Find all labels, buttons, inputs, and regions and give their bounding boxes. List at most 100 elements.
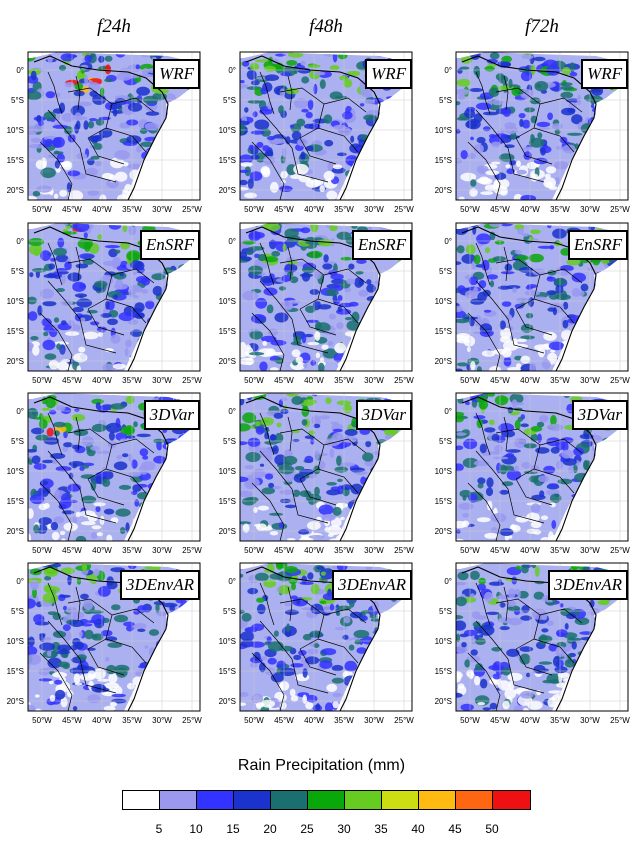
lon-tick-label: 30°W — [580, 376, 600, 385]
state-border — [75, 246, 81, 282]
state-border — [467, 482, 501, 542]
colorbar-label: 5 — [155, 822, 163, 836]
colorbar-label: 45 — [448, 822, 462, 836]
lon-tick-label: 30°W — [152, 376, 172, 385]
lat-tick-label: 10°S — [219, 297, 236, 306]
lon-tick-label: 50°W — [32, 546, 52, 555]
lon-tick-label: 25°W — [394, 376, 414, 385]
colorbar-swatch — [234, 791, 271, 809]
state-border — [105, 298, 147, 324]
lon-tick-label: 40°W — [92, 376, 112, 385]
lon-tick-label: 25°W — [610, 716, 630, 725]
state-border — [251, 482, 285, 542]
map-border — [27, 222, 201, 372]
lon-tick-label: 45°W — [62, 716, 82, 725]
lat-tick-label: 15°S — [435, 667, 452, 676]
map-border — [239, 562, 413, 712]
state-border — [47, 450, 117, 524]
lon-tick-label: 45°W — [62, 546, 82, 555]
lon-tick-label: 35°W — [550, 546, 570, 555]
lat-tick-label: 10°S — [435, 297, 452, 306]
state-border — [533, 468, 575, 494]
state-border — [105, 638, 147, 664]
lon-tick-label: 25°W — [182, 376, 202, 385]
lat-tick-label: 0° — [444, 577, 452, 586]
colorbar-label: 40 — [411, 822, 425, 836]
lat-tick-label: 10°S — [7, 126, 24, 135]
lon-tick-label: 50°W — [460, 205, 480, 214]
legend-title: Rain Precipitation (mm) — [237, 757, 406, 774]
lat-tick-label: 20°S — [7, 357, 24, 366]
state-border — [47, 412, 63, 456]
lon-tick-label: 45°W — [274, 376, 294, 385]
state-border — [87, 648, 125, 676]
state-border — [503, 246, 509, 282]
state-border — [323, 438, 367, 454]
lat-tick-label: 5°S — [11, 267, 24, 276]
state-border — [111, 268, 155, 284]
coastline — [461, 55, 597, 201]
lat-tick-label: 10°S — [219, 467, 236, 476]
state-border — [299, 478, 337, 506]
model-label: 3DEnvAR — [548, 570, 628, 600]
lon-tick-label: 30°W — [152, 205, 172, 214]
lon-tick-label: 35°W — [334, 546, 354, 555]
lat-tick-label: 20°S — [435, 357, 452, 366]
map-panel: 0° 5°S 10°S 15°S 20°S 50°W 45°W 40°W 35°W 30°W 25°… — [7, 222, 202, 385]
colorbar-swatch — [271, 791, 308, 809]
lon-tick-label: 45°W — [62, 376, 82, 385]
map-border — [455, 51, 629, 201]
state-border — [475, 71, 491, 115]
state-border — [503, 75, 509, 111]
lat-tick-label: 0° — [228, 237, 236, 246]
column-title: f24h — [97, 16, 131, 37]
lon-tick-label: 45°W — [490, 716, 510, 725]
colorbar-label: 50 — [485, 822, 499, 836]
lon-tick-label: 30°W — [364, 376, 384, 385]
lat-tick-label: 15°S — [7, 667, 24, 676]
map-panel: 0° 5°S 10°S 15°S 20°S 50°W 45°W 40°W 35°W 30°W 25°… — [435, 392, 630, 555]
lon-tick-label: 50°W — [244, 205, 264, 214]
state-border — [317, 298, 359, 324]
state-border — [39, 482, 73, 542]
state-border — [87, 137, 125, 165]
lon-tick-label: 25°W — [610, 546, 630, 555]
colorbar-label: 35 — [374, 822, 388, 836]
state-border — [47, 280, 117, 354]
lon-tick-label: 30°W — [152, 546, 172, 555]
lon-tick-label: 40°W — [304, 205, 324, 214]
lat-tick-label: 0° — [16, 237, 24, 246]
map-panel: 0° 5°S 10°S 15°S 20°S 50°W 45°W 40°W 35°W 30°W 25°… — [435, 51, 630, 214]
state-border — [467, 652, 501, 712]
lon-tick-label: 25°W — [182, 205, 202, 214]
model-label: EnSRF — [351, 230, 412, 260]
state-border — [87, 478, 125, 506]
lon-tick-label: 45°W — [274, 716, 294, 725]
coastline — [33, 396, 169, 542]
state-border — [317, 127, 359, 153]
state-border — [75, 416, 81, 452]
lat-tick-label: 0° — [16, 577, 24, 586]
lat-tick-label: 15°S — [219, 327, 236, 336]
lon-tick-label: 50°W — [244, 546, 264, 555]
state-border — [515, 648, 553, 676]
lon-tick-label: 40°W — [520, 205, 540, 214]
lon-tick-label: 25°W — [394, 716, 414, 725]
lon-tick-label: 50°W — [460, 376, 480, 385]
state-border — [475, 450, 545, 524]
lat-tick-label: 20°S — [219, 527, 236, 536]
state-border — [503, 416, 509, 452]
state-border — [39, 652, 73, 712]
lat-tick-label: 10°S — [7, 637, 24, 646]
lat-tick-label: 5°S — [439, 267, 452, 276]
map-panel: 0° 5°S 10°S 15°S 20°S 50°W 45°W 40°W 35°W 30°W 25°… — [7, 392, 202, 555]
lon-tick-label: 35°W — [122, 205, 142, 214]
state-border — [259, 71, 275, 115]
lon-tick-label: 50°W — [32, 376, 52, 385]
state-border — [251, 652, 285, 712]
map-border — [27, 51, 201, 201]
lat-tick-label: 20°S — [219, 186, 236, 195]
lat-tick-label: 15°S — [7, 497, 24, 506]
model-label: 3DEnvAR — [120, 570, 200, 600]
lat-tick-label: 0° — [16, 66, 24, 75]
